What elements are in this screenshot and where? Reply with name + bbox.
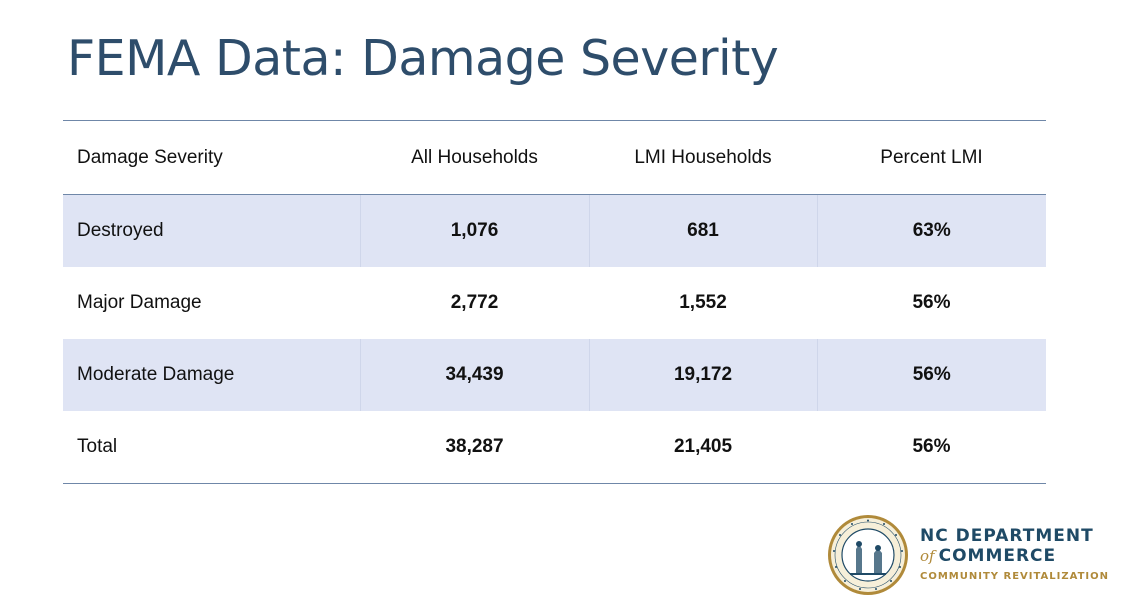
table-row-total: Total 38,287 21,405 56% <box>63 411 1046 483</box>
percent-lmi-value: 56% <box>912 436 951 457</box>
all-households-value: 38,287 <box>445 436 504 457</box>
logo-commerce: COMMERCE <box>938 546 1057 566</box>
table-row-destroyed: Destroyed 1,076 681 63% <box>63 194 1046 267</box>
lmi-households-value: 1,552 <box>679 292 727 313</box>
header-damage-severity: Damage Severity <box>63 121 360 195</box>
percent-lmi-value: 63% <box>816 194 1046 267</box>
table-header-row: Damage Severity All Households LMI House… <box>63 121 1046 195</box>
row-label: Major Damage <box>77 292 202 313</box>
percent-lmi-value: 56% <box>912 292 951 313</box>
header-percent-lmi: Percent LMI <box>817 121 1046 195</box>
all-households-value: 1,076 <box>359 194 589 267</box>
lmi-households-value: 21,405 <box>673 436 733 457</box>
lmi-households-value: 19,172 <box>588 339 817 411</box>
header-lmi-households: LMI Households <box>589 121 817 195</box>
all-households-value: 2,772 <box>450 292 499 313</box>
nc-commerce-logo: NC DEPARTMENT of COMMERCE COMMUNITY REVIT… <box>826 513 1108 595</box>
lmi-households-value: 681 <box>588 194 817 267</box>
row-label: Total <box>77 436 118 457</box>
page-title: FEMA Data: Damage Severity <box>67 30 779 87</box>
logo-title: NC DEPARTMENT <box>920 526 1094 546</box>
percent-lmi-value: 56% <box>816 339 1046 411</box>
logo-division: COMMUNITY REVITALIZATION <box>920 571 1109 582</box>
table-row-major-damage: Major Damage 2,772 1,552 56% <box>63 267 1046 339</box>
damage-severity-table: Damage Severity All Households LMI House… <box>63 120 1046 484</box>
logo-of: of <box>920 547 935 565</box>
table-row-moderate-damage: Moderate Damage 34,439 19,172 56% <box>63 339 1046 411</box>
all-households-value: 34,439 <box>359 339 589 411</box>
nc-state-seal-icon <box>828 515 908 595</box>
header-all-households: All Households <box>360 121 589 195</box>
row-label: Destroyed <box>63 194 360 267</box>
logo-subtitle: of COMMERCE <box>920 546 1056 566</box>
row-label: Moderate Damage <box>63 339 360 411</box>
